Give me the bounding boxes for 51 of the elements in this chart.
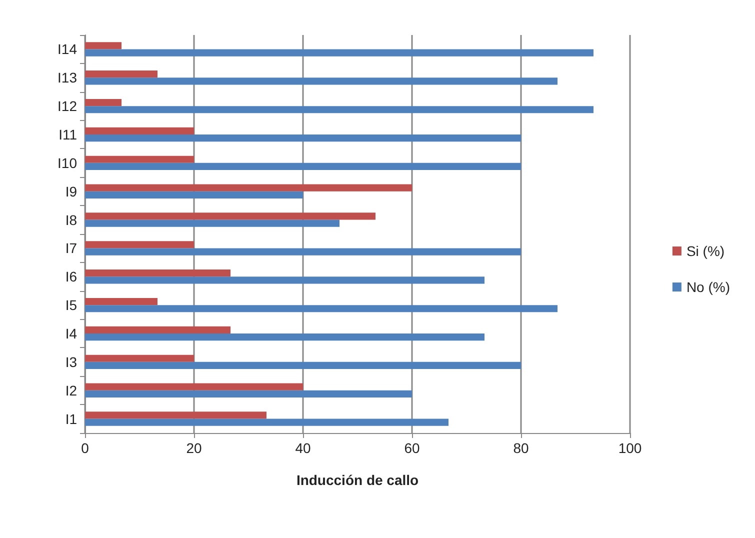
x-tick-label: 0 [81,440,90,456]
x-tick-label: 60 [404,440,420,456]
y-tick-label: I7 [65,240,78,256]
bar [85,305,558,312]
legend-label: No (%) [686,279,730,295]
bar [85,354,194,362]
y-tick-label: I6 [65,268,78,285]
bar [85,78,558,85]
bar [85,156,194,163]
y-tick-label: I8 [65,212,78,228]
bar [85,191,303,198]
x-axis-title: Inducción de callo [296,472,419,488]
bar [85,49,594,56]
bar [85,70,158,78]
y-tick-label: I14 [58,41,78,58]
bar [85,270,231,277]
bar [85,383,303,390]
y-tick-label: I9 [65,183,78,200]
bar [85,412,266,419]
y-tick-label: I3 [65,354,78,370]
bar [85,334,484,341]
bar [85,390,412,398]
bar [85,298,158,306]
y-tick-label: I11 [58,126,78,142]
y-tick-label: I13 [58,70,78,86]
legend-label: Si (%) [686,243,725,259]
bar [85,184,412,192]
y-tick-label: I5 [65,297,78,314]
y-tick-label: I2 [65,382,78,398]
bar [85,162,521,170]
y-tick-label: I1 [65,410,78,427]
bar [85,42,122,50]
bar [85,276,484,284]
bar [85,248,521,256]
bar [85,241,194,248]
y-tick-label: I4 [65,326,78,342]
x-tick-label: 40 [295,440,311,456]
bar [85,127,194,134]
bar [85,418,449,426]
x-tick-label: 100 [618,440,642,456]
bar [85,134,521,142]
bar [85,326,231,334]
x-tick-label: 20 [186,440,202,456]
bar [85,220,340,227]
y-tick-label: I10 [58,154,78,171]
bar [85,98,122,106]
bar [85,212,376,220]
x-tick-label: 80 [513,440,529,456]
bar [85,362,521,370]
bar [85,106,594,114]
y-tick-label: I12 [58,98,78,114]
